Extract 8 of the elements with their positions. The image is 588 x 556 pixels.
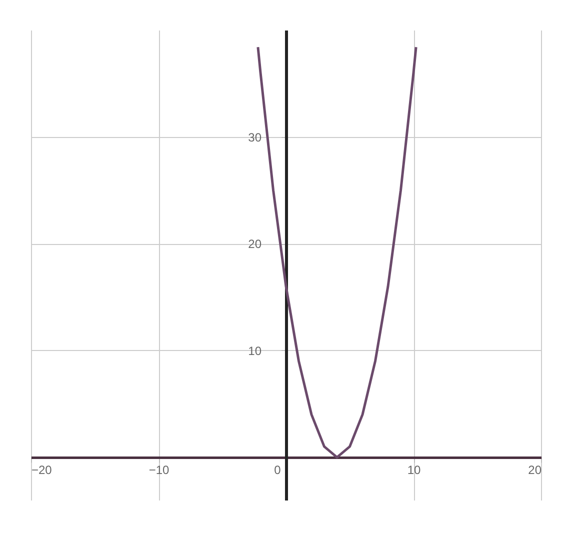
x-tick-label: 0 — [274, 462, 282, 477]
x-tick-label: 10 — [407, 462, 421, 477]
y-tick-label: 30 — [248, 130, 262, 144]
y-tick-label: 10 — [248, 344, 262, 358]
x-tick-label: 20 — [528, 462, 542, 477]
y-tick-label: 20 — [248, 237, 262, 252]
x-tick-label: −20 — [32, 462, 52, 477]
x-tick-label: −10 — [148, 462, 170, 477]
